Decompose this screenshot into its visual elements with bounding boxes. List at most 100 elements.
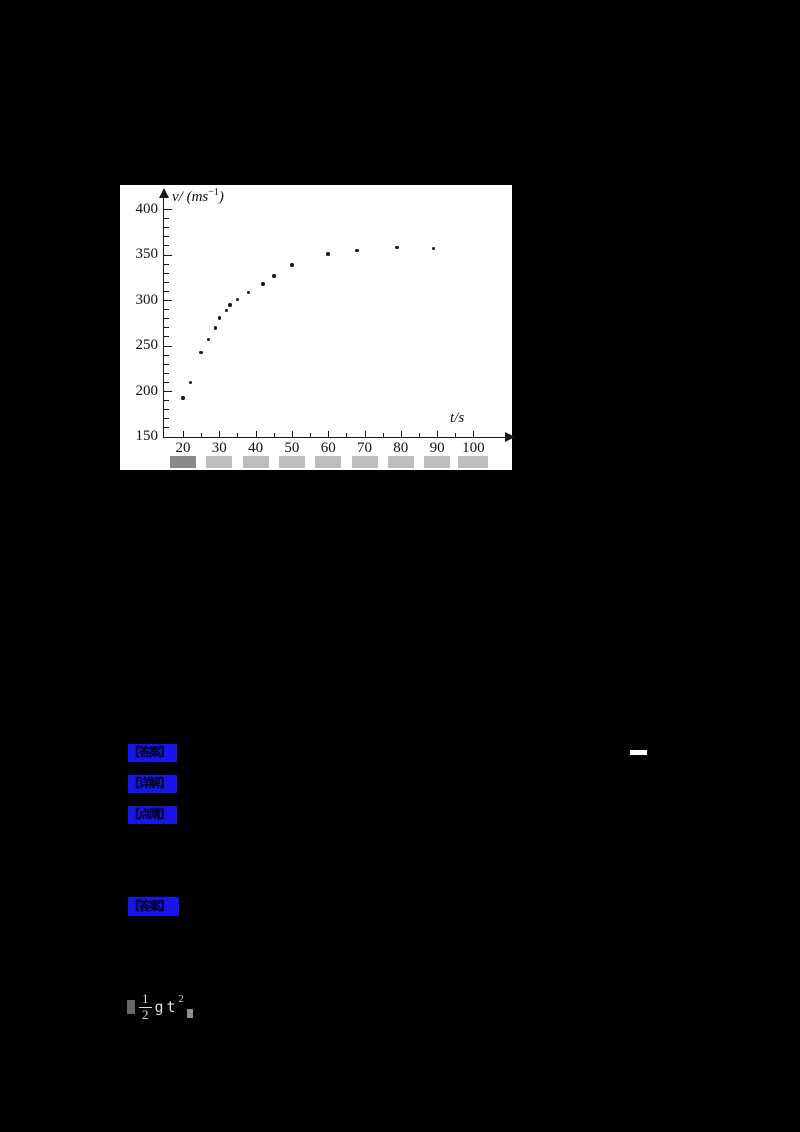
- y-axis-tick: [164, 400, 169, 402]
- stray-white-mark: [630, 750, 647, 755]
- scatter-point: [431, 246, 436, 251]
- x-axis-tick: [400, 430, 402, 437]
- y-axis-tick: [164, 345, 172, 347]
- x-tick-highlight: [387, 456, 414, 468]
- x-tick-highlight: [424, 456, 451, 468]
- scatter-point: [395, 245, 399, 250]
- y-axis-tick: [164, 263, 169, 265]
- y-axis-tick: [164, 354, 169, 356]
- x-axis-tick: [183, 430, 184, 437]
- scatter-point: [224, 308, 229, 313]
- y-tick-label: 300: [135, 291, 159, 308]
- x-axis-label: t/s: [450, 410, 465, 426]
- y-axis-tick: [164, 372, 169, 374]
- y-axis-tick: [164, 245, 169, 247]
- scatter-point: [206, 337, 211, 342]
- x-axis-tick: [273, 432, 275, 437]
- x-axis-tick: [328, 430, 330, 437]
- formula-glyph-box: [127, 1000, 135, 1015]
- y-axis-tick: [164, 254, 172, 256]
- x-axis-tick: [437, 430, 439, 437]
- y-axis-tick: [164, 391, 172, 392]
- y-axis-line: [163, 197, 165, 437]
- x-tick-label: 60: [320, 440, 336, 456]
- x-axis-tick: [455, 432, 457, 437]
- x-axis-tick: [255, 430, 257, 437]
- scatter-point: [261, 282, 265, 286]
- y-tick-label: 400: [135, 200, 159, 217]
- y-axis-label-text: v/ (ms: [172, 189, 209, 205]
- scatter-point: [217, 316, 222, 320]
- scatter-point: [326, 252, 330, 256]
- x-tick-highlight: [278, 456, 305, 468]
- x-axis-tick: [418, 432, 420, 437]
- scatter-point: [228, 303, 232, 307]
- x-tick-highlight: [351, 456, 378, 468]
- y-axis-tick: [164, 318, 169, 320]
- x-axis-tick: [382, 432, 384, 437]
- highlighted-answer-tag: 【答案】: [128, 744, 177, 762]
- fraction-numerator: 1: [139, 991, 152, 1008]
- x-tick-label: 90: [429, 440, 445, 456]
- x-axis-tick: [237, 432, 239, 437]
- y-axis-tick: [164, 363, 169, 365]
- x-axis-tick: [310, 432, 312, 437]
- scatter-point: [188, 380, 192, 385]
- y-axis-label-close: ): [218, 189, 224, 205]
- scatter-point: [199, 350, 203, 355]
- y-axis-tick: [164, 290, 169, 292]
- x-tick-label: 70: [357, 440, 372, 456]
- y-axis-label-exponent: −1: [208, 187, 219, 198]
- scatter-point: [235, 297, 240, 302]
- scatter-point: [181, 396, 185, 400]
- y-axis-tick: [164, 300, 172, 301]
- highlighted-answer-tag: 【答案】: [128, 897, 179, 916]
- y-axis-tick: [164, 281, 169, 283]
- x-axis-line: [163, 436, 506, 438]
- scatter-point: [213, 326, 218, 330]
- y-axis-tick: [164, 227, 169, 229]
- formula-term: gt: [154, 998, 179, 1017]
- scatter-point: [272, 274, 276, 278]
- x-tick-highlight: [242, 456, 269, 468]
- x-tick-highlight: [170, 456, 196, 468]
- y-axis-tick: [164, 409, 169, 411]
- x-axis-tick: [473, 430, 475, 437]
- physics-formula: 1 2 gt 2: [127, 991, 193, 1023]
- x-axis-tick: [364, 430, 366, 437]
- x-tick-label: 20: [175, 440, 191, 456]
- y-axis-tick: [164, 218, 169, 220]
- y-axis-tick: [164, 272, 169, 274]
- y-axis-tick: [164, 436, 172, 438]
- x-axis-arrow-icon: [505, 432, 515, 442]
- y-axis-arrow-icon: [158, 188, 169, 198]
- x-tick-highlight: [315, 456, 342, 468]
- y-axis-tick: [164, 418, 169, 420]
- x-axis-tick: [346, 432, 348, 437]
- x-tick-label: 50: [284, 440, 300, 456]
- velocity-time-chart: v/ (ms−1) t/s 400 350 300 250 200 150 20 30 40 50…: [120, 185, 515, 470]
- x-tick-label: 30: [211, 440, 227, 456]
- scatter-point: [355, 248, 359, 253]
- x-tick-label: 80: [393, 440, 409, 456]
- x-tick-highlight: [206, 456, 233, 468]
- y-tick-label: 200: [135, 382, 159, 399]
- y-tick-label: 250: [135, 337, 159, 353]
- scatter-point: [290, 263, 294, 267]
- x-axis-tick: [201, 432, 203, 437]
- x-tick-label: 40: [248, 440, 264, 456]
- formula-exponent: 2: [178, 994, 184, 1005]
- y-axis-tick: [164, 309, 169, 311]
- y-axis-tick: [164, 236, 169, 238]
- y-axis-label: v/ (ms−1): [172, 187, 224, 206]
- y-axis-tick: [164, 427, 169, 429]
- highlighted-answer-tag: 【详解】: [128, 775, 177, 793]
- scatter-point: [246, 290, 251, 295]
- y-axis-tick: [164, 336, 169, 338]
- x-tick-highlight: [458, 456, 489, 468]
- y-axis-tick: [164, 209, 172, 210]
- y-tick-label: 350: [135, 246, 159, 262]
- fraction-one-half: 1 2: [139, 991, 152, 1023]
- x-axis-tick: [219, 430, 221, 437]
